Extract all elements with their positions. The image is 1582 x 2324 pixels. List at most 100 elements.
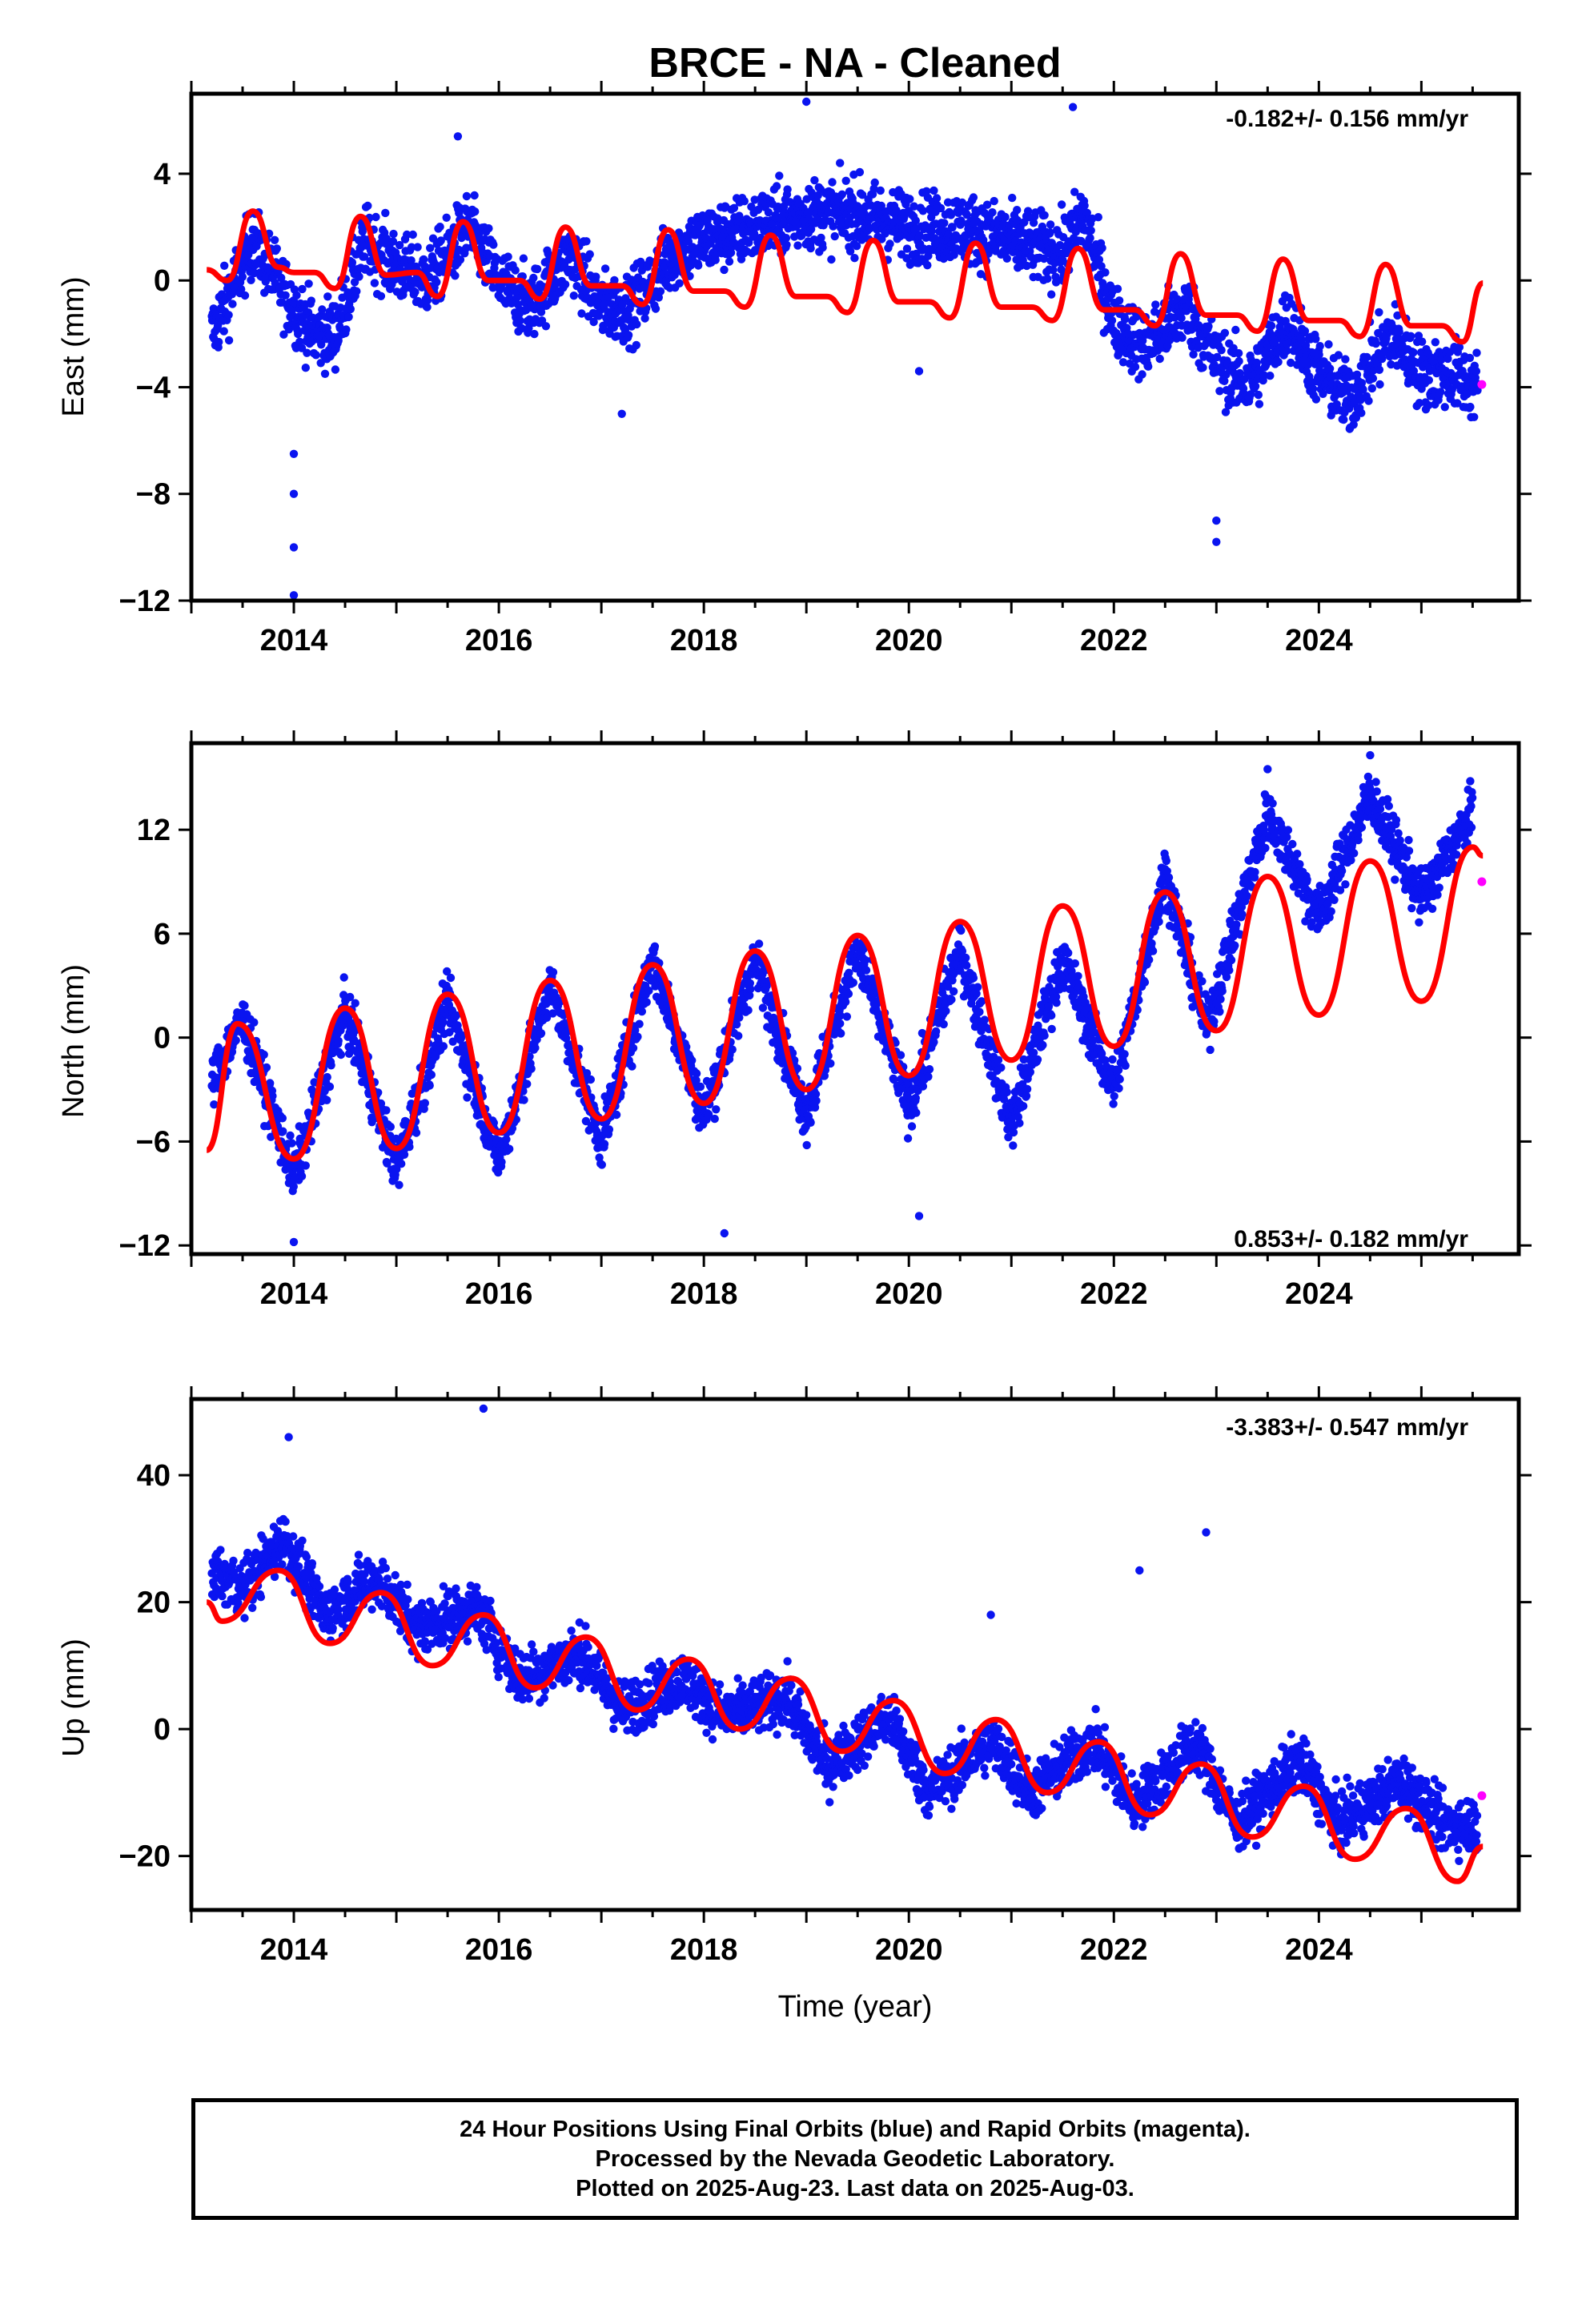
east-xtick-label: 2018: [670, 624, 738, 657]
north-final-orbit-point: [505, 1144, 514, 1153]
east-final-orbit-point: [1436, 388, 1445, 396]
east-final-orbit-point: [432, 278, 441, 287]
north-final-orbit-point: [931, 1027, 941, 1036]
east-final-orbit-point: [1363, 352, 1371, 362]
north-final-orbit-point: [637, 1007, 646, 1016]
east-final-orbit-point: [1177, 313, 1186, 323]
north-final-orbit-point: [323, 1096, 331, 1105]
east-xtick-label: 2020: [875, 624, 943, 657]
east-final-orbit-point: [352, 287, 361, 296]
east-final-orbit-point: [755, 216, 765, 225]
east-final-orbit-point: [272, 244, 281, 253]
east-final-orbit-point: [1325, 364, 1335, 373]
east-outlier-point: [289, 543, 299, 552]
east-final-orbit-point: [1130, 362, 1140, 372]
east-final-orbit-point: [1231, 325, 1240, 335]
east-final-orbit-point: [1367, 384, 1377, 393]
north-final-orbit-point: [746, 984, 755, 994]
east-final-orbit-point: [830, 231, 839, 241]
north-final-orbit-point: [836, 1019, 845, 1028]
east-final-orbit-point: [407, 243, 416, 251]
east-final-orbit-point: [484, 224, 493, 233]
east-final-orbit-point: [1043, 274, 1052, 283]
east-final-orbit-point: [317, 340, 326, 349]
east-final-orbit-point: [1220, 328, 1230, 337]
north-final-orbit-point: [297, 1172, 307, 1181]
north-final-orbit-point: [527, 1064, 536, 1073]
east-rapid-orbit-points: [1477, 380, 1487, 389]
north-final-orbit-point: [692, 1069, 701, 1078]
north-final-orbit-point: [597, 1160, 606, 1169]
east-final-orbit-point: [307, 296, 315, 305]
north-final-orbit-point: [339, 973, 348, 982]
east-final-orbit-point: [1465, 353, 1475, 363]
east-final-orbit-point: [488, 283, 497, 292]
north-final-orbit-point: [650, 942, 660, 951]
east-final-orbit-point: [656, 287, 665, 296]
east-final-orbit-point: [1114, 296, 1124, 305]
east-final-orbit-point: [381, 208, 390, 218]
east-final-orbit-point: [407, 256, 416, 265]
north-final-orbit-point: [844, 989, 853, 999]
east-final-orbit-point: [818, 243, 827, 252]
north-final-orbit-point: [994, 1055, 1003, 1064]
east-final-orbit-point: [250, 268, 259, 278]
north-final-orbit-point: [696, 1082, 705, 1092]
chart-title: BRCE - NA - Cleaned: [648, 40, 1061, 86]
north-final-orbit-point: [439, 1042, 448, 1051]
east-final-orbit-point: [885, 239, 894, 248]
north-final-orbit-point: [728, 1045, 737, 1054]
east-final-orbit-point: [294, 329, 303, 339]
east-final-orbit-point: [298, 284, 307, 294]
east-final-orbit-point: [624, 331, 633, 340]
north-final-orbit-point: [240, 1001, 249, 1010]
east-final-orbit-point: [436, 223, 444, 231]
north-final-orbit-point: [949, 987, 958, 996]
east-final-orbit-point: [585, 250, 594, 259]
east-final-orbit-point: [783, 185, 792, 194]
north-final-orbit-point: [758, 1003, 768, 1012]
east-final-orbit-point: [720, 265, 729, 275]
east-final-orbit-point: [277, 273, 286, 283]
east-final-orbit-point: [905, 195, 914, 203]
east-final-orbit-point: [1120, 315, 1130, 324]
east-final-orbit-point: [750, 195, 759, 204]
east-final-orbit-point: [1113, 284, 1122, 293]
north-final-orbit-point: [231, 1035, 240, 1045]
north-final-orbit-point: [907, 1122, 917, 1131]
east-final-orbit-point: [610, 275, 619, 285]
north-final-orbit-point: [712, 1105, 721, 1114]
east-final-orbit-point: [749, 229, 759, 238]
east-final-orbit-point: [740, 197, 749, 206]
east-final-orbit-point: [311, 351, 320, 360]
east-xtick-label: 2016: [465, 624, 533, 657]
east-outlier-point: [802, 97, 811, 107]
east-final-orbit-point: [1217, 346, 1226, 355]
east-final-orbit-point: [215, 337, 223, 347]
east-final-orbit-point: [524, 324, 533, 332]
east-final-orbit-point: [1251, 382, 1260, 391]
north-final-orbit-point: [633, 1032, 642, 1041]
east-final-orbit-point: [1107, 316, 1117, 325]
east-final-orbit-point: [836, 159, 845, 167]
east-final-orbit-point: [532, 264, 542, 274]
east-final-orbit-point: [940, 219, 949, 227]
east-final-orbit-point: [1101, 268, 1110, 277]
east-final-orbit-point: [589, 317, 598, 327]
east-final-orbit-point: [442, 213, 451, 222]
east-xtick-label: 2014: [260, 624, 328, 657]
east-final-orbit-point: [592, 272, 600, 281]
north-final-orbit-point: [1009, 1141, 1018, 1150]
east-final-orbit-point: [600, 264, 610, 273]
east-final-orbit-point: [318, 305, 327, 314]
east-final-orbit-point: [1440, 403, 1449, 412]
north-final-orbit-point: [412, 1128, 421, 1137]
east-final-orbit-points: [207, 97, 1482, 600]
east-final-orbit-point: [411, 287, 420, 296]
east-final-orbit-point: [640, 314, 649, 323]
east-outlier-point: [289, 449, 299, 458]
east-final-orbit-point: [675, 279, 684, 287]
north-final-orbit-point: [323, 1072, 331, 1082]
east-final-orbit-point: [295, 337, 304, 346]
